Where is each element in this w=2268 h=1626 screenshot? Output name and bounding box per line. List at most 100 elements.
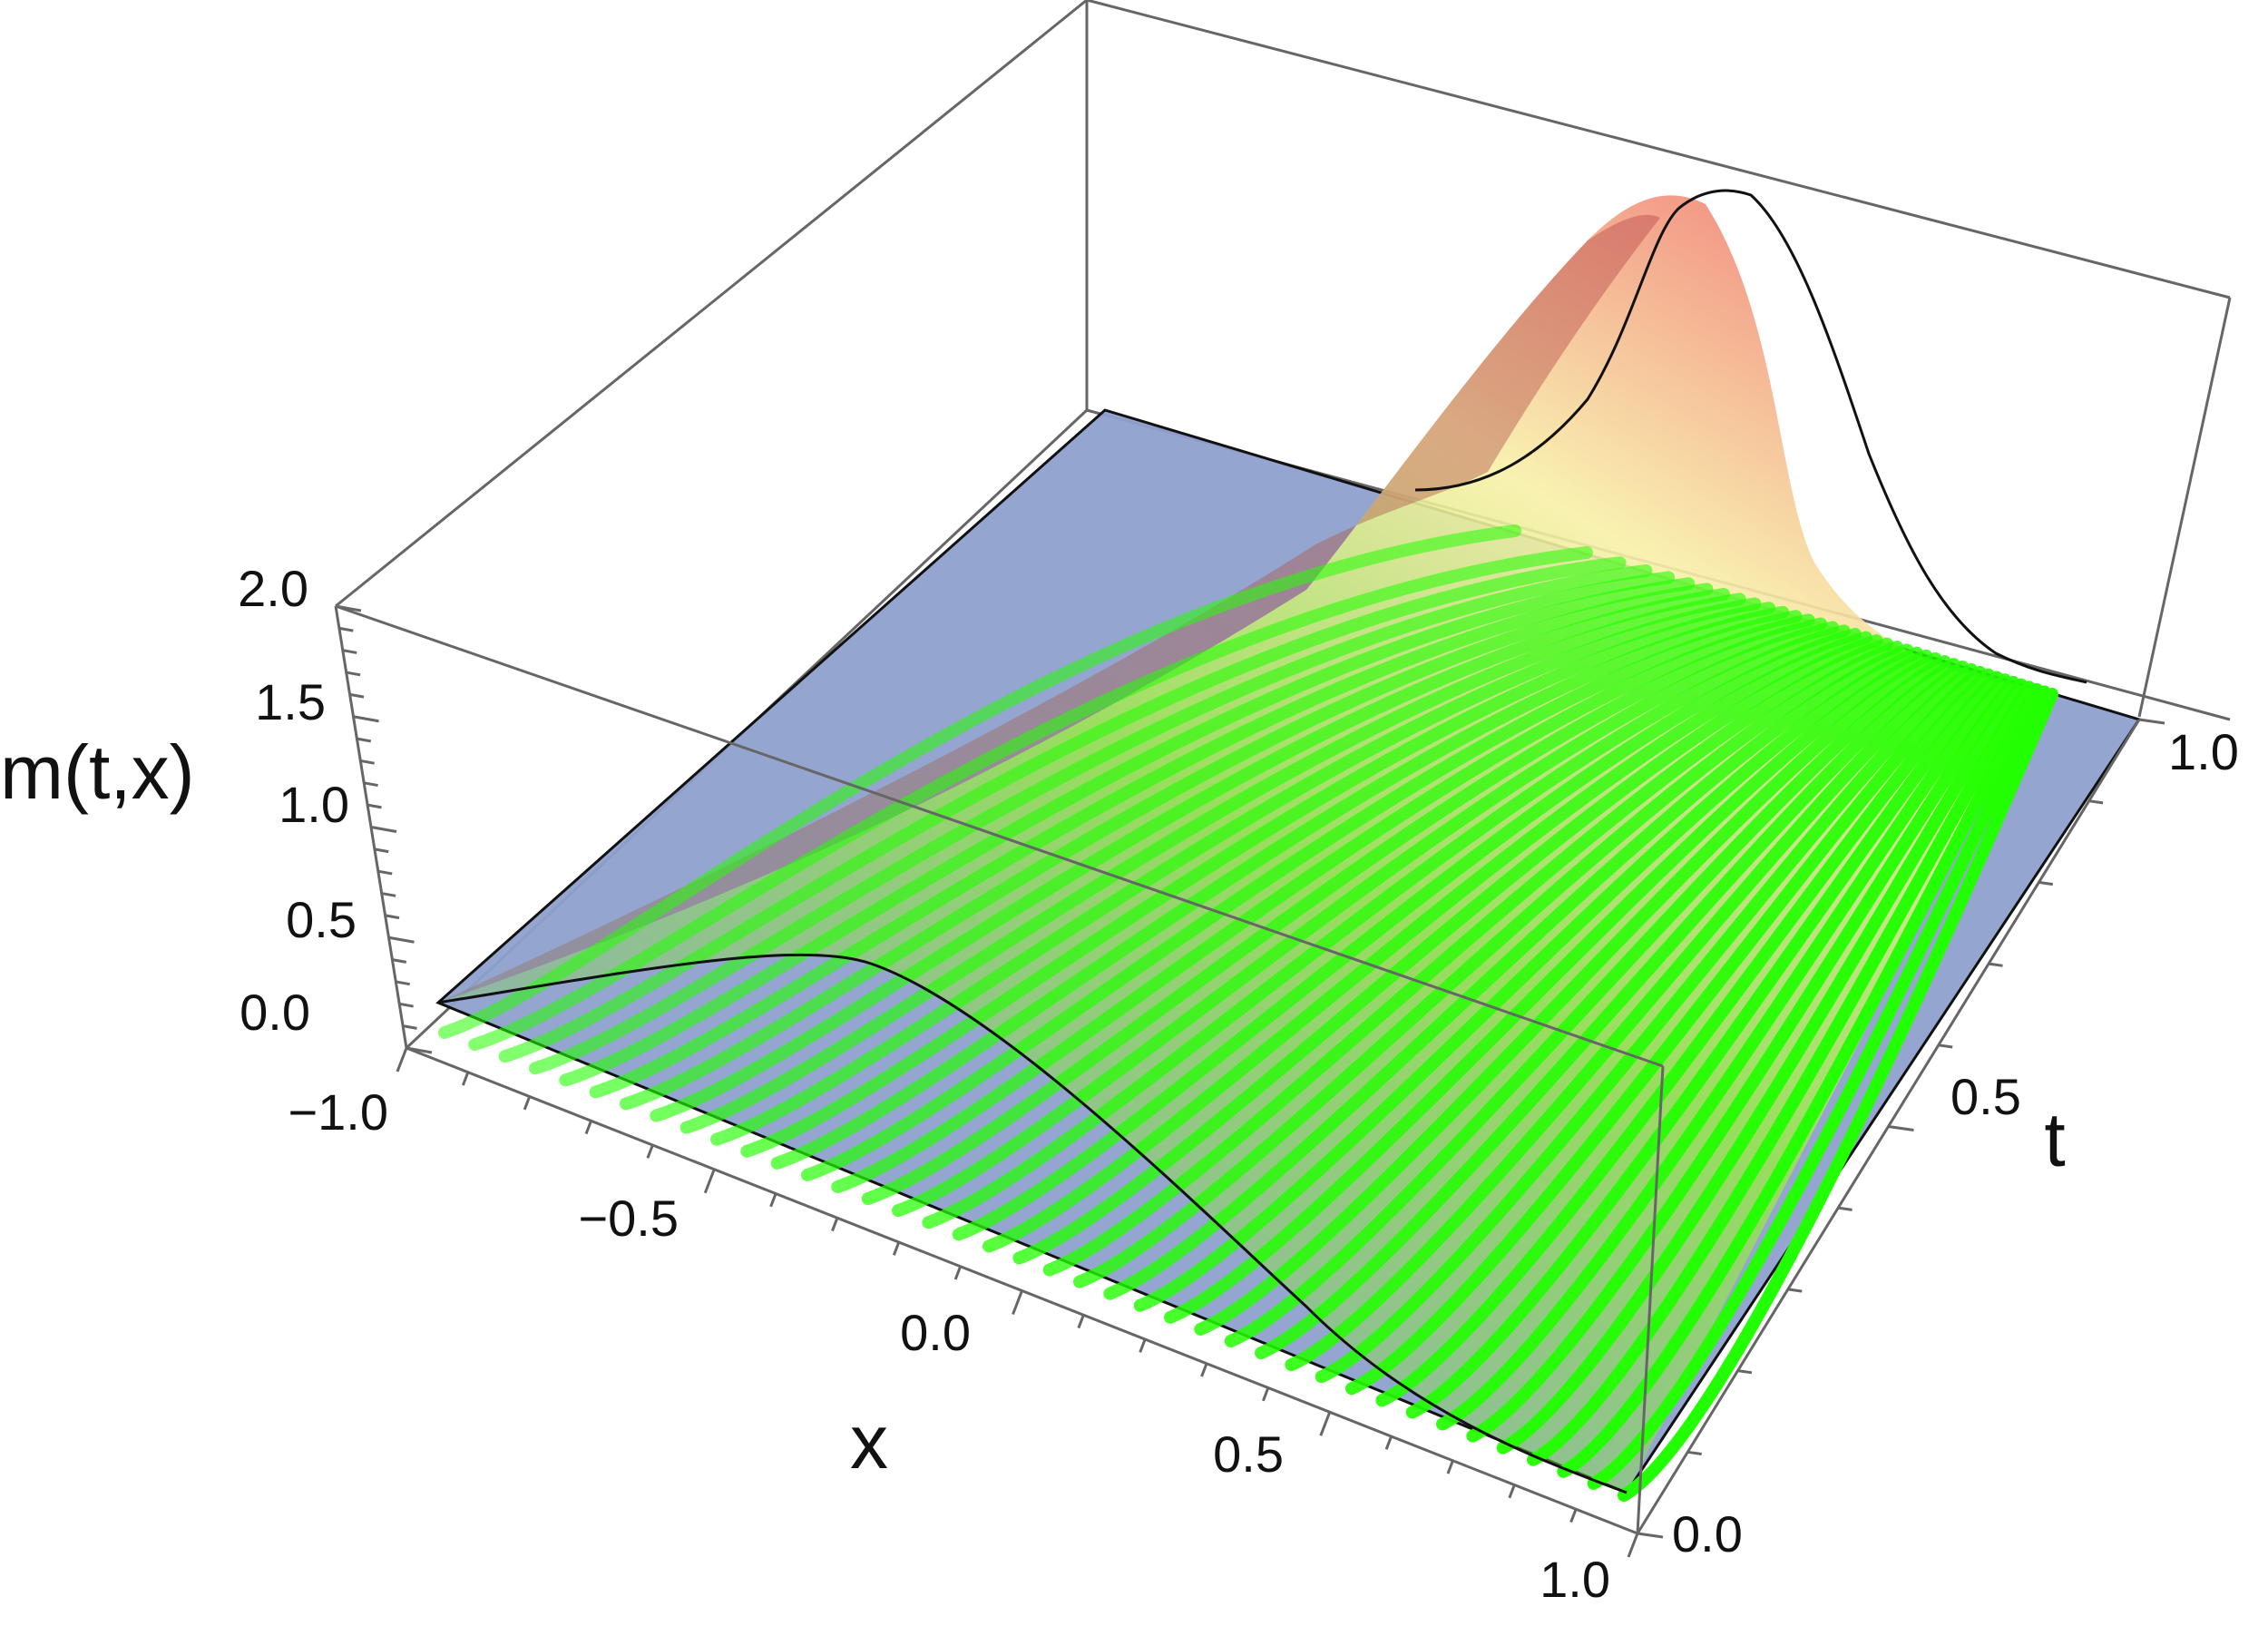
characteristic-curve bbox=[498, 556, 1627, 1063]
characteristic-curve bbox=[1164, 649, 1933, 1324]
x-tick-mark bbox=[1200, 1363, 1208, 1377]
x-tick-mark bbox=[1627, 1533, 1639, 1558]
z-tick-mark bbox=[360, 759, 375, 765]
characteristic-curve bbox=[1133, 646, 1923, 1312]
x-tick-mark bbox=[953, 1266, 963, 1280]
z-tick-mark bbox=[385, 914, 400, 920]
characteristic-curve bbox=[1345, 665, 1987, 1396]
z-tick-mark bbox=[392, 958, 407, 964]
t-tick-mark bbox=[1687, 1450, 1702, 1455]
x-tick-mark bbox=[396, 1047, 408, 1073]
x-tick-mark bbox=[1569, 1508, 1578, 1523]
characteristic-curve bbox=[1012, 634, 1883, 1265]
x-tick-label: 1.0 bbox=[1540, 1551, 1610, 1608]
z-tick-label: 0.5 bbox=[286, 891, 357, 948]
t-axis-label: t bbox=[2044, 1097, 2065, 1182]
t-tick-label: 0.5 bbox=[1950, 1068, 2021, 1125]
final-profile-edge bbox=[1414, 189, 2087, 684]
t-tick-labels: 0.0 0.5 1.0 bbox=[1672, 723, 2239, 1562]
characteristic-curve bbox=[1194, 651, 1942, 1336]
z-tick-mark bbox=[335, 604, 362, 612]
z-tick-mark bbox=[370, 826, 397, 833]
characteristic-curve bbox=[1255, 658, 1960, 1360]
z-tick-mark bbox=[381, 892, 396, 897]
x-tick-mark bbox=[646, 1144, 654, 1159]
characteristic-curve bbox=[861, 617, 1827, 1206]
characteristic-curve bbox=[1618, 688, 2058, 1502]
x-tick-mark bbox=[1446, 1460, 1454, 1474]
t-tick-mark bbox=[2138, 718, 2165, 725]
z-tick-mark bbox=[342, 649, 357, 654]
x-tick-label: 0.0 bbox=[900, 1304, 971, 1361]
t-tick-mark bbox=[1988, 962, 2003, 967]
x-tick-mark bbox=[1139, 1338, 1147, 1353]
characteristic-curve bbox=[559, 571, 1676, 1087]
z-tick-mark bbox=[396, 980, 410, 986]
z-tick-label: 1.0 bbox=[279, 776, 349, 833]
x-tick-mark bbox=[461, 1072, 470, 1086]
z-tick-mark bbox=[374, 847, 389, 854]
characteristic-curve bbox=[1496, 678, 2028, 1455]
x-tick-mark bbox=[523, 1095, 532, 1111]
x-tick-mark bbox=[584, 1120, 592, 1135]
characteristic-curve bbox=[1557, 682, 2044, 1478]
characteristic-curve bbox=[892, 621, 1840, 1218]
x-tick-mark bbox=[1319, 1411, 1332, 1436]
characteristic-curve bbox=[952, 628, 1862, 1241]
t-tick-mark bbox=[1837, 1206, 1853, 1211]
z-tick-mark bbox=[402, 1024, 417, 1030]
characteristic-curve bbox=[922, 624, 1851, 1229]
x-axis-label: x bbox=[850, 1399, 888, 1484]
z-tick-mark bbox=[357, 737, 372, 743]
t-tick-label: 1.0 bbox=[2168, 723, 2239, 780]
t-tick-mark bbox=[1888, 1125, 1914, 1131]
t-tick-label: 0.0 bbox=[1672, 1505, 1743, 1562]
t-tick-mark bbox=[1637, 1532, 1664, 1539]
characteristic-curve bbox=[1405, 671, 2003, 1419]
z-tick-mark bbox=[349, 692, 365, 699]
z-tick-mark bbox=[353, 715, 379, 723]
characteristic-curve bbox=[679, 593, 1746, 1134]
x-tick-mark bbox=[892, 1241, 901, 1256]
characteristic-curve bbox=[468, 545, 1593, 1052]
x-tick-mark bbox=[831, 1217, 839, 1232]
z-tick-mark bbox=[338, 626, 354, 632]
characteristic-curve bbox=[1073, 641, 1904, 1288]
x-tick-label: 0.5 bbox=[1213, 1425, 1284, 1483]
t-tick-mark bbox=[1938, 1043, 1953, 1049]
t-tick-mark bbox=[2088, 799, 2104, 805]
z-tick-labels: 0.0 0.5 1.0 1.5 2.0 bbox=[238, 560, 357, 1041]
characteristic-curve bbox=[438, 524, 1521, 1039]
characteristic-curve bbox=[1466, 675, 2019, 1443]
z-tick-mark bbox=[406, 1046, 433, 1054]
z-tick-mark bbox=[346, 671, 361, 677]
characteristic-curve bbox=[1527, 681, 2036, 1466]
characteristic-curve bbox=[740, 602, 1776, 1158]
x-tick-mark bbox=[703, 1169, 716, 1194]
characteristic-curve bbox=[1375, 668, 1995, 1407]
x-tick-labels: −1.0 −0.5 0.0 0.5 1.0 bbox=[288, 1083, 1610, 1608]
x-tick-label: −0.5 bbox=[578, 1190, 679, 1247]
x-tick-mark bbox=[1262, 1386, 1270, 1402]
characteristic-curve bbox=[831, 613, 1815, 1193]
characteristic-curve bbox=[1587, 685, 2051, 1490]
surface-edges bbox=[437, 189, 2087, 1494]
z-tick-label: 0.0 bbox=[240, 984, 310, 1041]
z-tick-mark bbox=[367, 803, 382, 809]
characteristic-curve bbox=[1285, 661, 1970, 1372]
axis-ticks bbox=[335, 604, 2165, 1558]
characteristic-curve bbox=[770, 605, 1790, 1170]
characteristic-curve bbox=[1315, 662, 1978, 1384]
z-tick-mark bbox=[363, 781, 378, 788]
t-tick-mark bbox=[1787, 1288, 1803, 1293]
characteristic-curves bbox=[438, 524, 2058, 1502]
characteristic-curve bbox=[1224, 655, 1951, 1347]
characteristic-curve bbox=[710, 597, 1762, 1146]
z-tick-mark bbox=[377, 869, 393, 876]
z-tick-label: 2.0 bbox=[238, 560, 308, 617]
characteristic-curve bbox=[801, 610, 1803, 1181]
z-tick-label: 1.5 bbox=[255, 673, 326, 730]
z-tick-mark bbox=[388, 935, 415, 944]
t-tick-mark bbox=[1737, 1369, 1753, 1375]
